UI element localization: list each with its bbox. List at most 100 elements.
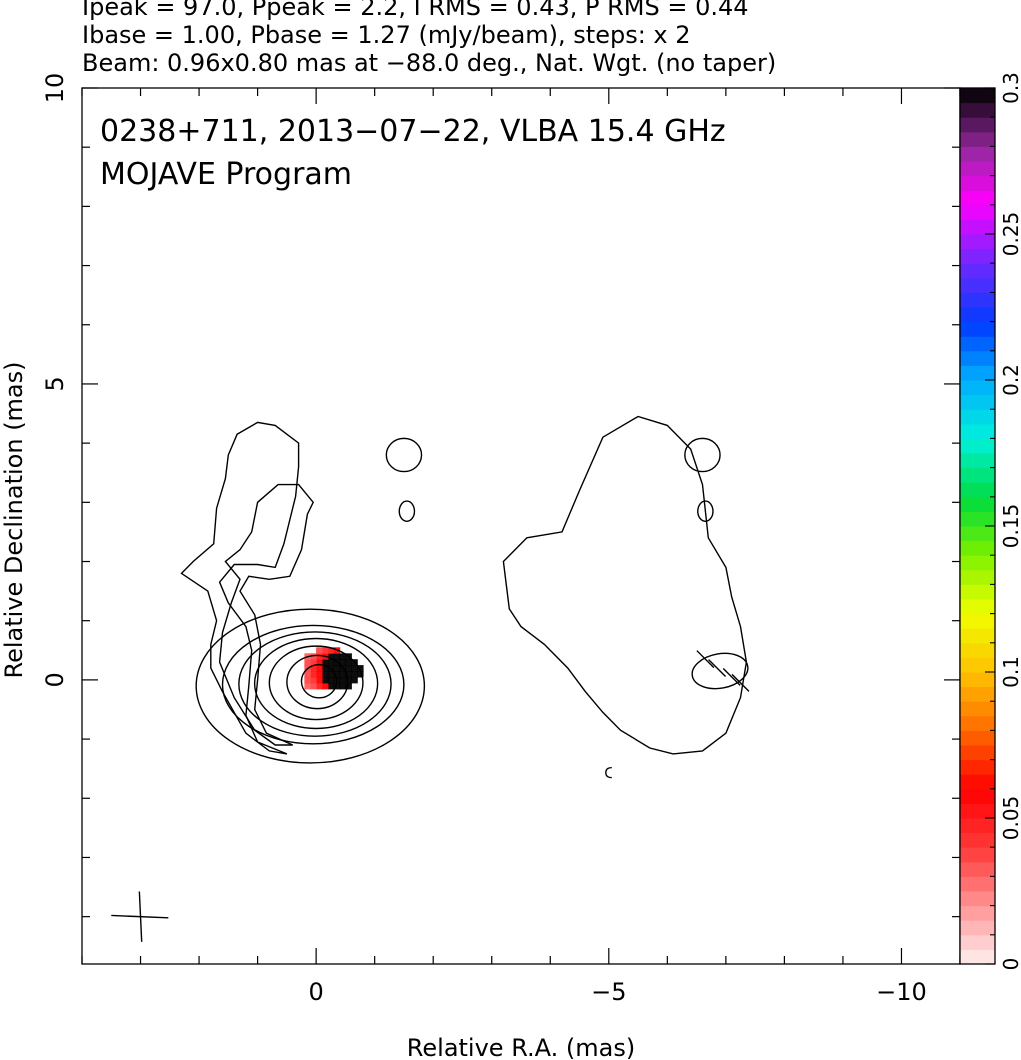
y-tick-label: 5 [41,376,69,391]
colorbar-tick-label: 0.05 [999,796,1021,841]
colorbar-segment [960,540,995,556]
colorbar-segment [960,234,995,250]
pol-pixel [357,665,364,672]
colorbar-segment [960,803,995,819]
x-tick-label: 0 [308,978,323,1006]
evpa-vector-4 [731,673,750,692]
pol-pixel [351,665,358,672]
colorbar-segment [960,117,995,133]
pol-pixel [327,647,335,654]
polarization-satellite-1 [684,437,721,473]
x-tick-labels: 0 −5 −10 [308,978,926,1006]
fractional-polarization-pixels [304,647,364,690]
colorbar-segment [960,861,995,877]
colorbar-segment [960,526,995,542]
colorbar-segment [960,759,995,775]
stokes-i-satellite-2 [398,500,416,523]
colorbar-segment [960,949,995,965]
stokes-i-contour-64 [300,663,338,699]
pol-pixel [310,682,317,690]
colorbar-segment [960,88,995,104]
colorbar-tick-label: 0.2 [999,364,1021,396]
pol-pixel [345,659,352,666]
colorbar-segment [960,409,995,425]
pol-pixel [333,653,341,660]
colorbar-segment [960,905,995,921]
colorbar-segment [960,613,995,629]
colorbar [960,87,995,965]
colorbar-segment [960,307,995,323]
pol-pixel [322,682,329,690]
pol-pixel [316,653,323,660]
evpa-vector-3 [696,650,715,669]
pol-pixel [316,671,323,678]
colorbar-segment [960,672,995,688]
colorbar-tick-label: 0.3 [999,72,1021,104]
pol-pixel [310,671,317,678]
pol-pixel [304,676,311,684]
colorbar-segment [960,482,995,498]
pol-pixel [322,659,329,666]
colorbar-segment [960,146,995,162]
colorbar-segment [960,350,995,366]
colorbar-frame [959,87,996,965]
colorbar-tick-label: 0 [999,958,1021,971]
pol-pixel [304,671,311,678]
stokes-i-contour-8 [253,637,379,730]
colorbar-segment [960,701,995,717]
pol-pixel [322,647,329,654]
colorbar-segment [960,599,995,615]
pol-pixel [339,659,346,666]
colorbar-segment [960,818,995,834]
pol-pixel [333,665,341,672]
pol-pixel [310,653,317,660]
y-tick-labels: 0 5 10 [41,73,69,688]
colorbar-segment [960,891,995,907]
chart-title: 0238+711, 2013−07−22, VLBA 15.4 GHz [100,114,726,149]
beam-cross-minor [138,891,143,942]
stokes-i-contour-32 [286,654,349,710]
pol-pixel [316,682,323,690]
colorbar-segment [960,686,995,702]
pol-pixel [351,676,358,684]
pol-pixel [345,671,352,678]
polarization-contour-outline [502,415,748,755]
pol-pixel [339,676,346,684]
pol-pixel [304,682,311,690]
pol-pixel [327,659,335,666]
pol-pixel [322,665,329,672]
colorbar-segment [960,438,995,454]
pol-pixel [357,671,364,678]
colorbar-segment [960,555,995,571]
pol-pixel [351,671,358,678]
pol-pixel [345,665,352,672]
stokes-i-contour-2 [221,624,405,745]
pol-pixel [310,676,317,684]
pol-pixel [339,682,346,690]
colorbar-segment [960,292,995,308]
colorbar-segment [960,277,995,293]
colorbar-segment [960,715,995,731]
pol-pixel [316,676,323,684]
y-tick-label: 0 [41,672,69,687]
colorbar-segment [960,453,995,469]
pol-pixel [304,659,311,666]
colorbar-segment [960,336,995,352]
colorbar-segment [960,832,995,848]
small-contour-mark [605,766,612,779]
pol-pixel [316,659,323,666]
pol-pixel [345,676,352,684]
pol-pixel [322,676,329,684]
colorbar-segment [960,934,995,950]
colorbar-segment [960,511,995,527]
colorbar-segment [960,190,995,206]
stokes-i-contour-outer-1 [180,421,300,755]
evpa-vector-2 [722,667,741,686]
pol-pixel [322,671,329,678]
pol-pixel [327,682,335,690]
pol-pixel [339,653,346,660]
header-line-3: Beam: 0.96x0.80 mas at −88.0 deg., Nat. … [82,49,777,77]
pol-pixel [345,682,352,690]
colorbar-segment [960,730,995,746]
